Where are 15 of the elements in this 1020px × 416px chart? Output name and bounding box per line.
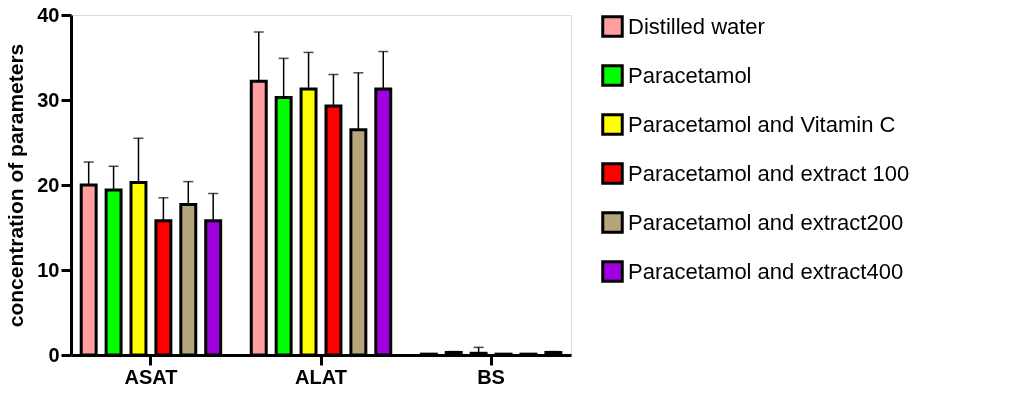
x-tick-label: ALAT	[295, 365, 347, 388]
y-tick-label: 0	[48, 343, 60, 366]
x-tick-label: BS	[477, 365, 505, 388]
y-tick-label: 30	[37, 88, 60, 111]
y-tick-label: 20	[37, 173, 60, 196]
legend-label: Paracetamol and extract200	[628, 209, 904, 235]
y-tick-label: 10	[37, 258, 60, 281]
x-tick-label: ASAT	[124, 365, 178, 388]
legend-label: Paracetamol and extract 100	[628, 160, 910, 186]
legend-label: Distilled water	[628, 13, 765, 39]
legend-label: Paracetamol and Vitamin C	[628, 111, 896, 137]
legend-label: Paracetamol	[628, 62, 752, 88]
y-axis-title: concentration of parameters	[4, 43, 28, 328]
legend-label: Paracetamol and extract400	[628, 258, 904, 284]
y-tick-label: 40	[37, 3, 60, 26]
